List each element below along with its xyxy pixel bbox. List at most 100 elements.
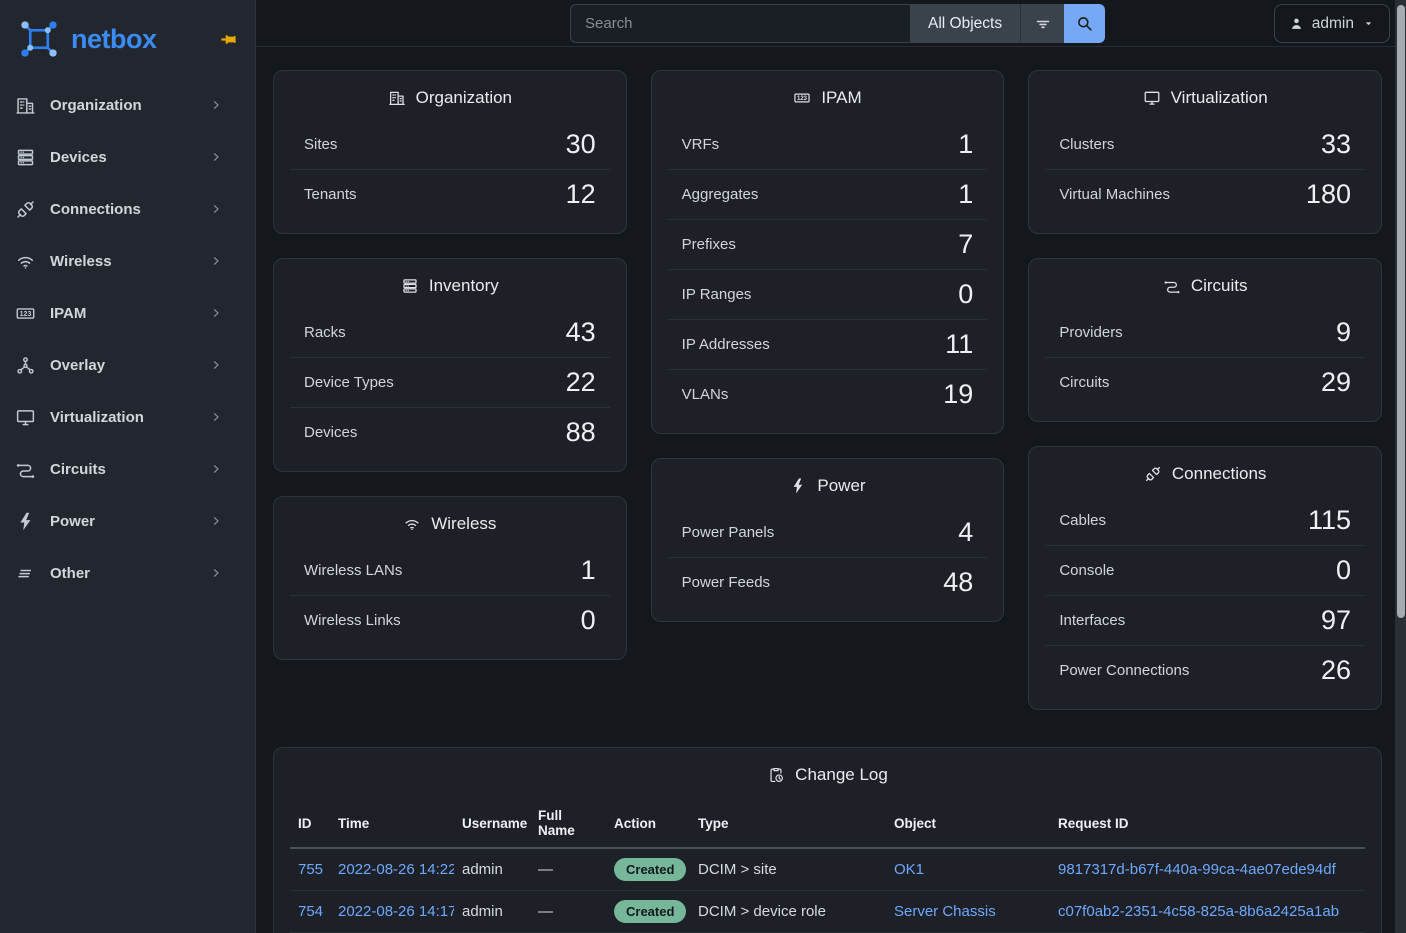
change-time-link[interactable]: 2022-08-26 14:22 xyxy=(338,861,454,878)
sidebar-item-connections[interactable]: Connections xyxy=(0,183,255,235)
stat-label: VRFs xyxy=(681,135,720,153)
stat-card-connections: Connections Cables 115 Console 0 Interfa… xyxy=(1028,446,1382,710)
stat-card-ipam: IPAM VRFs 1 Aggregates 1 Prefixes 7 xyxy=(650,70,1005,434)
stat-row-power-feeds[interactable]: Power Feeds 48 xyxy=(667,557,988,607)
card-title: IPAM xyxy=(821,88,862,107)
change-full-name: — xyxy=(530,848,606,891)
sidebar-item-organization[interactable]: Organization xyxy=(0,79,255,131)
sidebar-item-label: IPAM xyxy=(50,304,87,322)
stat-row-power-connections[interactable]: Power Connections 26 xyxy=(1045,645,1365,695)
chevron-right-icon xyxy=(209,202,223,216)
sidebar-item-power[interactable]: Power xyxy=(0,495,255,547)
stat-row-device-types[interactable]: Device Types 22 xyxy=(290,357,610,407)
stat-row-prefixes[interactable]: Prefixes 7 xyxy=(667,219,988,269)
stat-label: Device Types xyxy=(304,374,394,391)
sidebar-item-wireless[interactable]: Wireless xyxy=(0,235,255,287)
stat-value: 11 xyxy=(945,329,974,359)
card-title: Wireless xyxy=(431,514,497,533)
card-header: Power xyxy=(652,459,1004,507)
search-submit-button[interactable] xyxy=(1064,4,1106,43)
stat-label: Devices xyxy=(304,424,358,441)
stat-value: 12 xyxy=(565,179,596,209)
stat-value: 4 xyxy=(958,516,974,547)
change-time-link[interactable]: 2022-08-26 14:17 xyxy=(338,903,454,920)
stat-row-providers[interactable]: Providers 9 xyxy=(1045,307,1365,357)
user-menu-button[interactable]: admin xyxy=(1273,4,1390,43)
stat-value: 22 xyxy=(565,367,596,397)
table-row: 755 2022-08-26 14:22 admin — Created DCI… xyxy=(290,848,1365,891)
person-icon xyxy=(1289,16,1304,31)
stat-value: 180 xyxy=(1305,179,1351,209)
stat-row-sites[interactable]: Sites 30 xyxy=(290,119,610,169)
stat-value: 0 xyxy=(580,605,596,635)
stat-row-vrfs[interactable]: VRFs 1 xyxy=(668,119,988,169)
change-id-link[interactable]: 755 xyxy=(298,861,324,878)
stat-value: 1 xyxy=(958,179,974,209)
stat-row-vlans[interactable]: VLANs 19 xyxy=(667,369,988,419)
chevron-right-icon xyxy=(209,98,223,112)
sidebar-item-ipam[interactable]: IPAM xyxy=(0,287,255,339)
changelog-header: Change Log xyxy=(274,748,1381,796)
filter-button[interactable] xyxy=(1020,4,1065,43)
stat-card-power: Power Power Panels 4 Power Feeds 48 xyxy=(650,458,1005,622)
stat-value: 19 xyxy=(943,379,974,409)
building-icon xyxy=(15,95,36,116)
search-scope-button[interactable]: All Objects xyxy=(910,4,1021,43)
counter-icon xyxy=(15,303,36,324)
sidebar-item-overlay[interactable]: Overlay xyxy=(0,339,255,391)
sidebar-item-label: Devices xyxy=(50,148,107,166)
sidebar-item-devices[interactable]: Devices xyxy=(0,131,255,183)
topbar: All Objects admin xyxy=(256,0,1406,47)
stat-card-organization: Organization Sites 30 Tenants 12 xyxy=(273,70,627,234)
stat-row-cables[interactable]: Cables 115 xyxy=(1045,495,1365,545)
card-title: Connections xyxy=(1171,464,1267,483)
action-badge: Created xyxy=(614,858,687,881)
stat-row-devices[interactable]: Devices 88 xyxy=(290,407,610,457)
stat-row-console[interactable]: Console 0 xyxy=(1045,545,1365,595)
change-object-link[interactable]: OK1 xyxy=(894,861,925,878)
stat-row-racks[interactable]: Racks 43 xyxy=(290,307,610,357)
chevron-right-icon xyxy=(209,462,223,476)
stat-row-clusters[interactable]: Clusters 33 xyxy=(1045,119,1365,169)
change-id-link[interactable]: 754 xyxy=(298,903,324,920)
sidebar-item-virtualization[interactable]: Virtualization xyxy=(0,391,255,443)
stat-label: Wireless LANs xyxy=(304,561,403,579)
stat-label: Power Panels xyxy=(681,523,775,541)
stat-row-aggregates[interactable]: Aggregates 1 xyxy=(667,169,988,219)
change-type: DCIM > site xyxy=(690,848,886,891)
stat-row-virtual-machines[interactable]: Virtual Machines 180 xyxy=(1045,169,1365,219)
stat-row-interfaces[interactable]: Interfaces 97 xyxy=(1045,595,1365,645)
scrollbar-track[interactable] xyxy=(1395,0,1406,933)
netbox-logo[interactable] xyxy=(16,18,62,60)
stat-row-tenants[interactable]: Tenants 12 xyxy=(290,169,610,219)
stat-label: Circuits xyxy=(1059,374,1110,391)
stat-value: 33 xyxy=(1320,128,1351,159)
stat-row-power-panels[interactable]: Power Panels 4 xyxy=(668,507,988,557)
stat-label: IP Addresses xyxy=(681,336,770,353)
card-header: Virtualization xyxy=(1029,71,1381,119)
request-id-link[interactable]: c07f0ab2-2351-4c58-825a-8b6a2425a1ab xyxy=(1058,903,1340,920)
scrollbar-thumb[interactable] xyxy=(1397,5,1405,618)
stat-label: Providers xyxy=(1059,323,1123,341)
col-header-action: Action xyxy=(606,798,690,849)
stat-row-circuits[interactable]: Circuits 29 xyxy=(1045,357,1365,407)
card-header: Organization xyxy=(274,71,626,119)
stat-row-wireless-links[interactable]: Wireless Links 0 xyxy=(290,595,610,645)
action-badge: Created xyxy=(614,900,687,923)
transit-connection-icon xyxy=(15,459,36,480)
sidebar-item-other[interactable]: Other xyxy=(0,547,255,599)
card-header: Circuits xyxy=(1029,259,1381,307)
clipboard-clock-icon xyxy=(767,766,785,784)
stat-value: 115 xyxy=(1307,504,1351,535)
stat-row-wireless-lans[interactable]: Wireless LANs 1 xyxy=(290,545,610,595)
search-input[interactable] xyxy=(570,4,910,43)
change-object-link[interactable]: Server Chassis xyxy=(894,903,996,920)
stat-row-ip-ranges[interactable]: IP Ranges 0 xyxy=(667,269,988,319)
col-header-time: Time xyxy=(330,798,454,849)
request-id-link[interactable]: 9817317d-b67f-440a-99ca-4ae07ede94df xyxy=(1058,861,1336,878)
stat-value: 29 xyxy=(1320,367,1351,397)
sidebar-item-circuits[interactable]: Circuits xyxy=(0,443,255,495)
sidebar-item-label: Circuits xyxy=(50,460,106,478)
stat-row-ip-addresses[interactable]: IP Addresses 11 xyxy=(667,319,988,369)
sidebar-pin-button[interactable] xyxy=(220,31,237,48)
